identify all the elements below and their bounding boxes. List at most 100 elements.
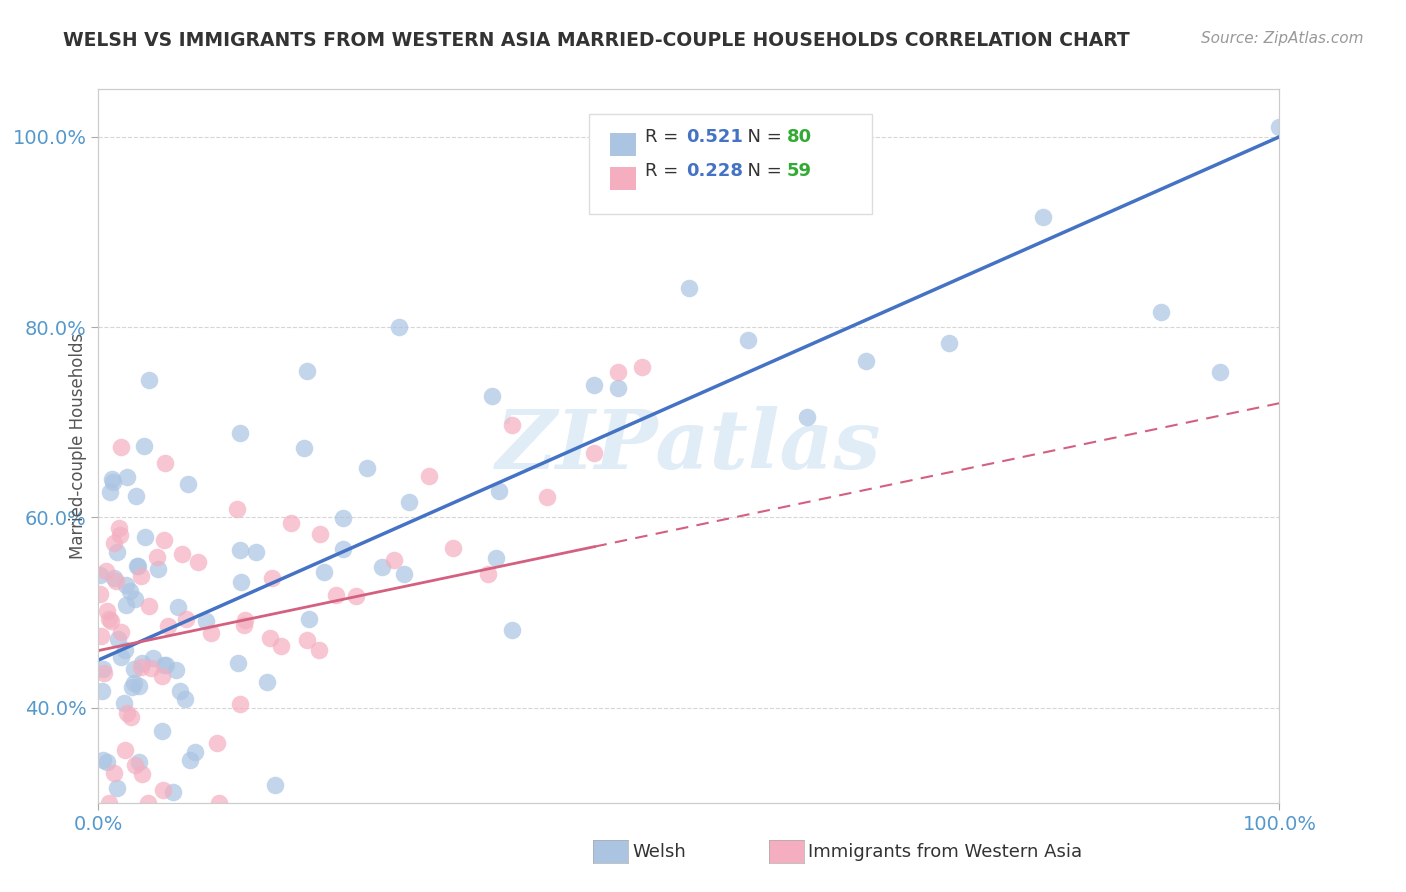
Point [124,592,146,607]
Point [103,766,125,780]
Text: Immigrants from Western Asia: Immigrants from Western Asia [808,843,1083,861]
Point [132,439,155,453]
Point [607,365,630,379]
Point [678,281,700,295]
Point [607,382,630,396]
Point [90,629,112,643]
Text: 80: 80 [787,128,813,146]
Point [226,656,249,670]
Point [96,604,118,618]
Point [388,320,411,334]
Point [128,755,150,769]
Point [115,469,138,483]
Point [169,684,191,698]
Point [208,796,231,810]
Point [91,683,114,698]
Point [150,669,173,683]
Point [100,614,122,628]
Point [1150,305,1173,319]
Text: 59: 59 [787,162,813,180]
Point [855,354,877,368]
Point [179,753,201,767]
Point [270,640,292,654]
Point [233,613,256,627]
Point [477,567,499,582]
Point [103,535,125,549]
Point [153,533,176,547]
Point [294,441,316,455]
Point [295,364,318,378]
Point [108,521,131,535]
Point [488,484,510,499]
Text: WELSH VS IMMIGRANTS FROM WESTERN ASIA MARRIED-COUPLE HOUSEHOLDS CORRELATION CHAR: WELSH VS IMMIGRANTS FROM WESTERN ASIA MA… [63,31,1130,50]
Point [89,586,111,600]
Point [398,494,420,508]
Point [200,625,222,640]
Point [101,472,124,486]
Point [122,676,145,690]
Point [134,530,156,544]
Point [107,545,129,559]
Point [441,541,464,556]
Point [110,649,132,664]
Point [131,656,153,670]
Point [536,490,558,504]
Point [129,569,152,583]
Point [308,527,330,541]
Point [152,658,174,673]
Point [114,599,136,613]
Point [938,335,960,350]
Point [174,612,197,626]
Point [170,547,193,561]
Text: R =: R = [645,162,685,180]
Point [150,723,173,738]
Point [245,545,267,559]
Point [114,642,136,657]
Point [165,663,187,677]
Point [125,558,148,573]
Point [94,564,117,578]
Point [167,599,190,614]
Point [97,612,120,626]
Text: 0.228: 0.228 [686,162,744,180]
Point [110,440,132,454]
Text: Welsh: Welsh [633,843,686,861]
Point [229,542,252,557]
Point [312,565,335,579]
Point [91,662,114,676]
Text: ZIPatlas: ZIPatlas [496,406,882,486]
Text: R =: R = [645,128,685,146]
Point [96,755,118,769]
Point [173,691,195,706]
FancyBboxPatch shape [610,133,636,155]
Point [1032,211,1054,225]
Point [101,475,124,490]
Point [297,612,319,626]
Point [229,425,252,440]
Point [229,697,252,711]
Point [194,614,217,628]
Point [142,651,165,665]
Point [371,560,394,574]
Point [105,781,128,796]
Point [138,599,160,613]
Point [122,662,145,676]
Point [138,373,160,387]
Point [583,377,606,392]
Text: 0.521: 0.521 [686,128,744,146]
Point [156,619,179,633]
Point [152,783,174,797]
Point [110,625,132,640]
Y-axis label: Married-couple Households: Married-couple Households [69,333,87,559]
FancyBboxPatch shape [610,167,636,190]
Point [280,516,302,531]
Point [796,409,818,424]
Point [259,631,281,645]
Point [481,389,503,403]
Point [153,457,176,471]
Point [264,778,287,792]
Point [501,417,523,432]
Point [114,743,136,757]
Point [737,333,759,347]
Point [131,766,153,780]
